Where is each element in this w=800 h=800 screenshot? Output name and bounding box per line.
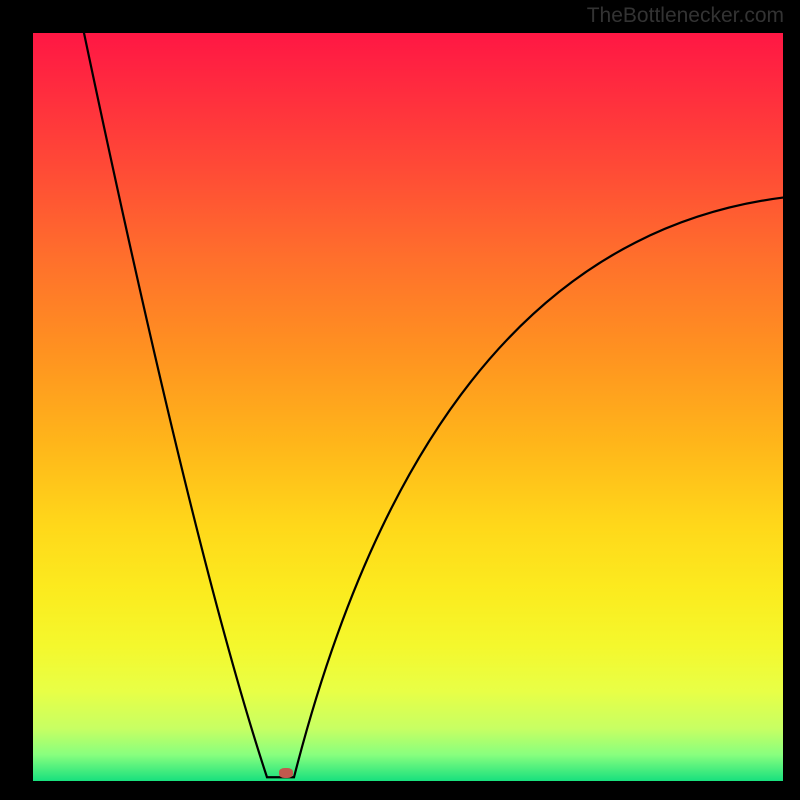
- watermark-text: TheBottlenecker.com: [587, 4, 784, 28]
- optimal-point-marker: [279, 768, 293, 778]
- plot-area: [33, 33, 783, 781]
